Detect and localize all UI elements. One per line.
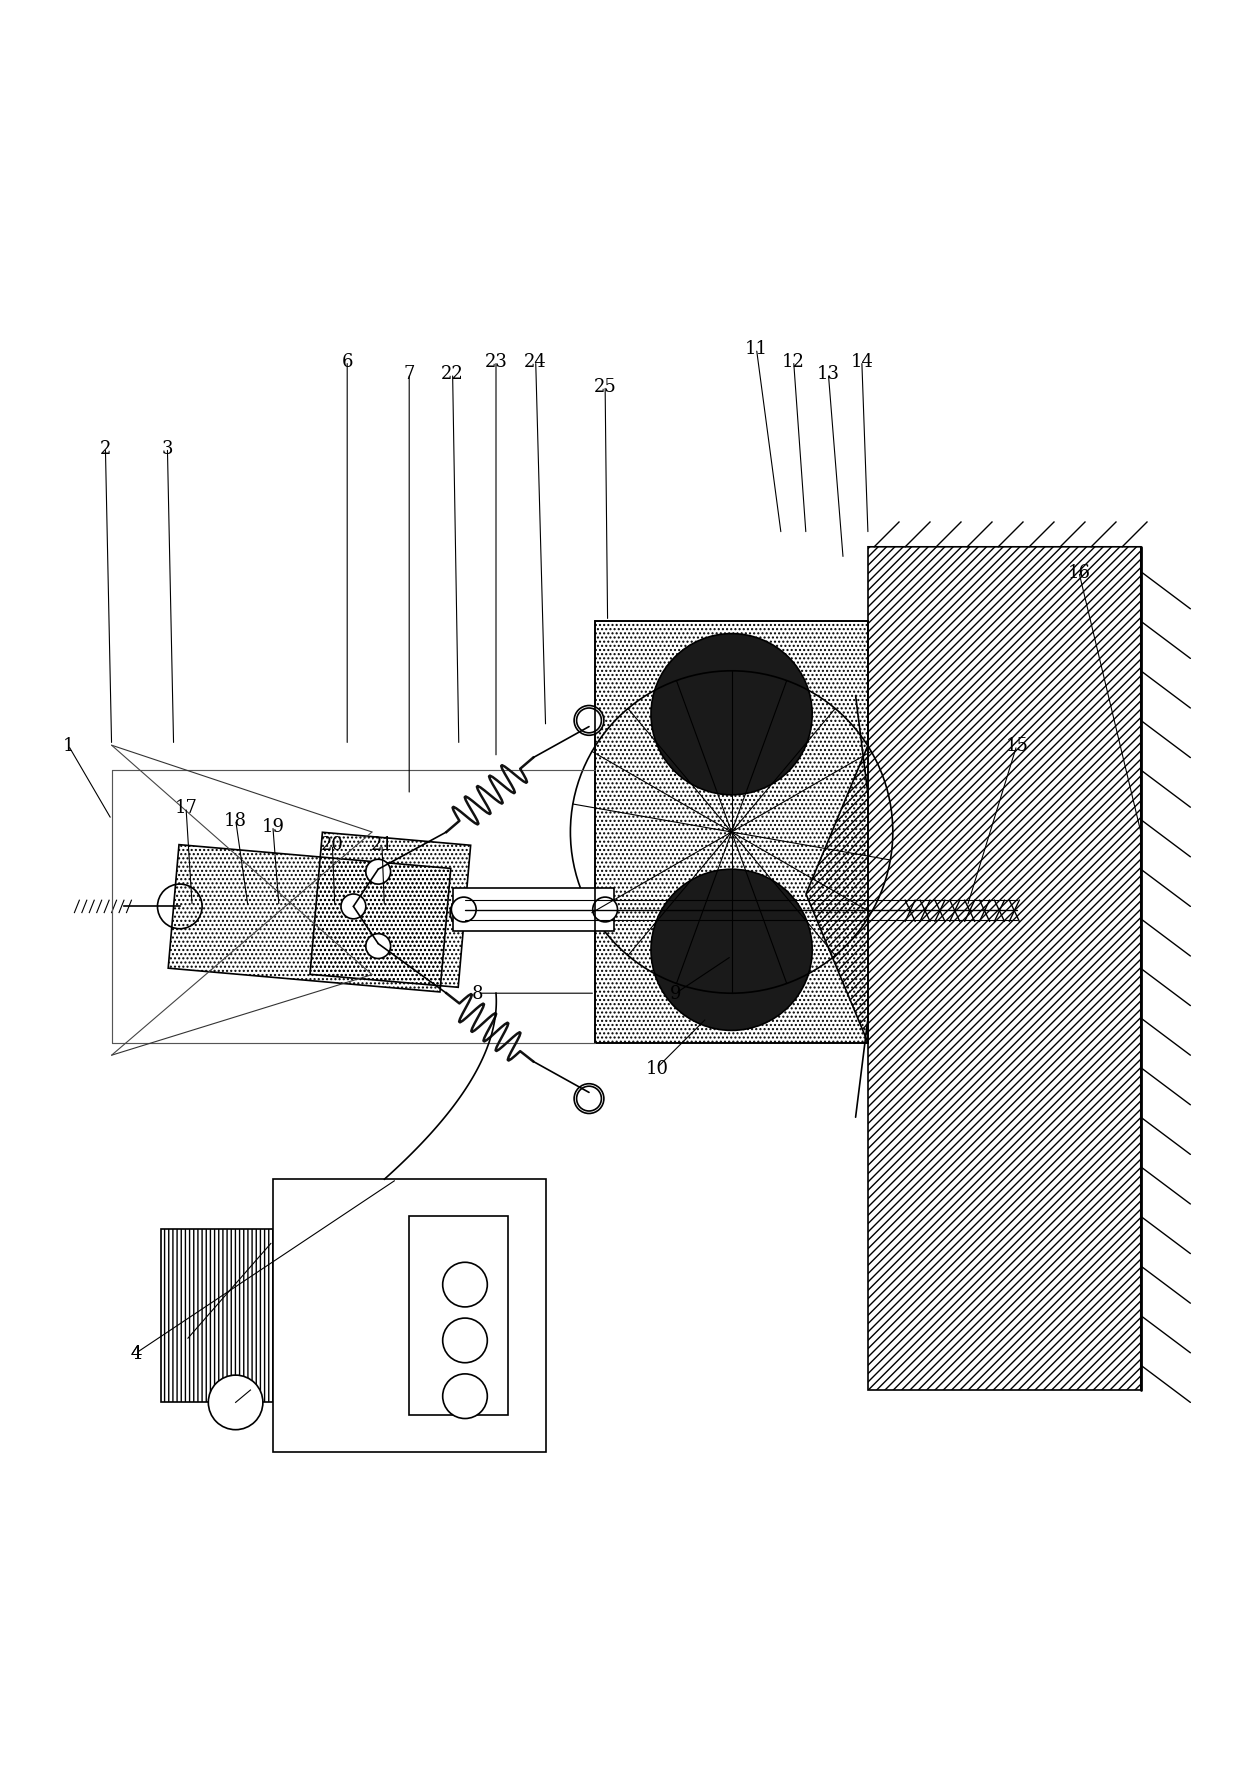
- Circle shape: [577, 708, 601, 733]
- Text: 7: 7: [403, 365, 415, 383]
- Text: 18: 18: [224, 810, 247, 828]
- Text: 24: 24: [525, 352, 547, 370]
- Text: 25: 25: [594, 377, 616, 395]
- Circle shape: [366, 934, 391, 959]
- Text: 9: 9: [670, 984, 682, 1002]
- Text: 23: 23: [485, 352, 507, 370]
- Circle shape: [651, 635, 812, 796]
- Text: 4: 4: [130, 1344, 143, 1361]
- Bar: [409, 1217, 508, 1415]
- Text: 19: 19: [262, 818, 284, 835]
- Text: 13: 13: [817, 365, 839, 383]
- Circle shape: [574, 1084, 604, 1115]
- Bar: [161, 1229, 273, 1403]
- Circle shape: [451, 898, 476, 923]
- Text: 8: 8: [471, 984, 484, 1002]
- Text: 21: 21: [371, 835, 393, 853]
- Text: 3: 3: [161, 440, 174, 458]
- Circle shape: [443, 1318, 487, 1363]
- Text: 11: 11: [745, 340, 768, 358]
- Text: 10: 10: [646, 1059, 668, 1077]
- Circle shape: [577, 1086, 601, 1111]
- Bar: [273, 1179, 546, 1453]
- Text: 16: 16: [1068, 564, 1090, 581]
- Text: 17: 17: [175, 798, 197, 818]
- Bar: [169, 844, 451, 993]
- Circle shape: [593, 898, 618, 923]
- Circle shape: [366, 861, 391, 884]
- Text: 22: 22: [441, 365, 464, 383]
- Text: 20: 20: [321, 835, 343, 853]
- Circle shape: [208, 1376, 263, 1429]
- Text: 2: 2: [99, 440, 112, 458]
- Text: 14: 14: [851, 352, 873, 370]
- Circle shape: [651, 869, 812, 1030]
- Text: 6: 6: [341, 352, 353, 370]
- Circle shape: [341, 894, 366, 920]
- Text: 4: 4: [130, 1344, 143, 1361]
- Circle shape: [574, 707, 604, 735]
- Text: 1: 1: [62, 737, 74, 755]
- Bar: [595, 623, 868, 1043]
- Text: 15: 15: [1006, 737, 1028, 755]
- Circle shape: [443, 1263, 487, 1308]
- Bar: [453, 889, 614, 932]
- Text: 12: 12: [782, 352, 805, 370]
- Bar: [310, 834, 471, 988]
- Circle shape: [443, 1374, 487, 1419]
